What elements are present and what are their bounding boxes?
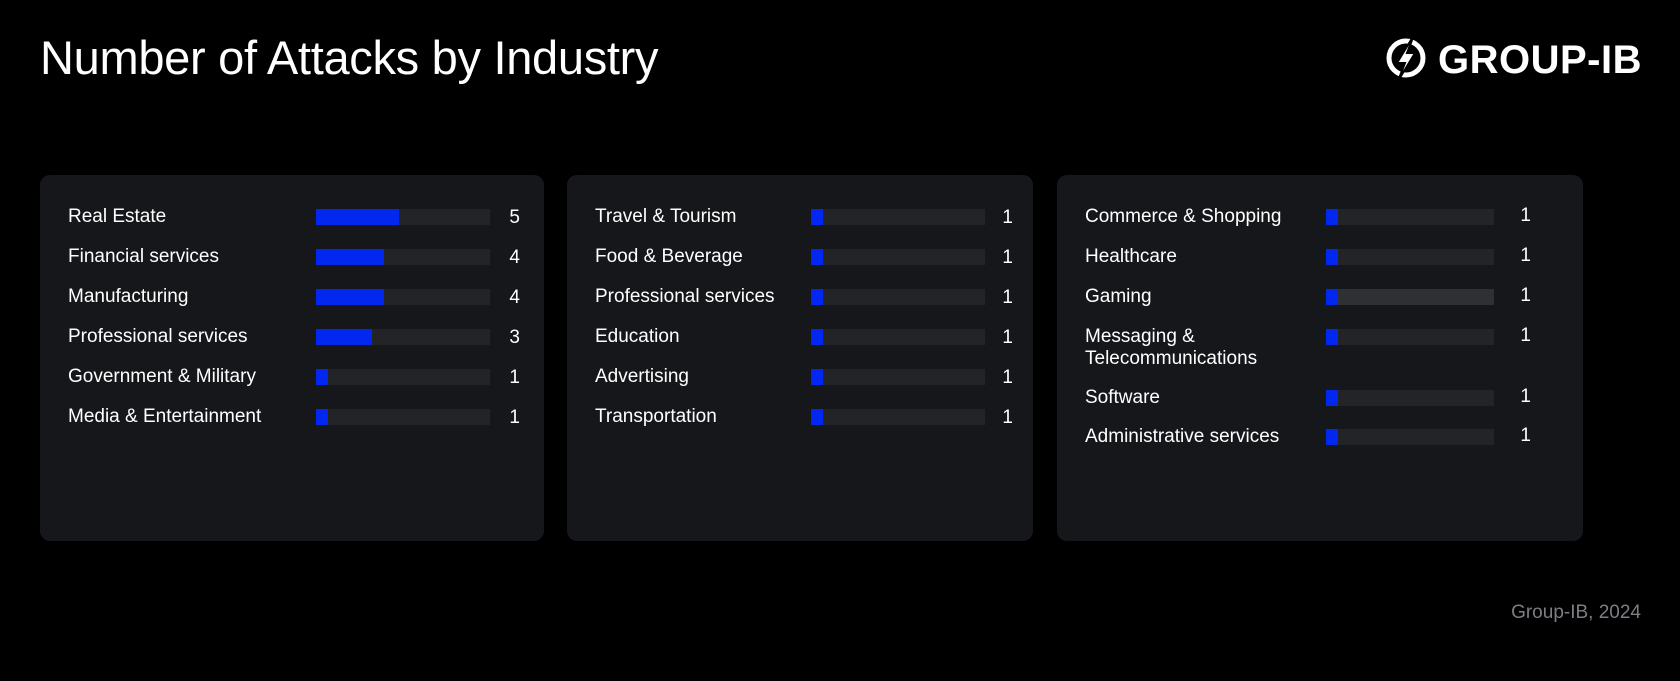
bar-value: 4 [509,247,520,268]
bar-row: Manufacturing 4 [40,286,544,310]
bar-label: Food & Beverage [595,246,743,267]
bar-track [316,409,490,425]
bar-track [1326,289,1494,305]
bar-label: Commerce & Shopping [1085,206,1282,227]
bar-track [811,369,985,385]
bar-row: Transportation 1 [567,406,1033,430]
bar-label: Gaming [1085,286,1152,307]
bar-label: Education [595,326,680,347]
bar-track [316,289,490,305]
bar-label: Transportation [595,406,717,427]
group-ib-logo-icon [1384,33,1428,88]
bar-track [1326,249,1494,265]
bar-fill [811,409,823,425]
bar-row: Food & Beverage 1 [567,246,1033,270]
bar-row: Travel & Tourism 1 [567,206,1033,230]
bar-fill [811,289,823,305]
bar-fill [1326,429,1338,445]
bar-label: Administrative services [1085,426,1280,447]
bar-track [316,209,490,225]
bar-fill [811,329,823,345]
bar-row: Financial services 4 [40,246,544,270]
bar-row: Professional services 1 [567,286,1033,310]
bar-value: 1 [1002,287,1013,308]
bar-value: 1 [1002,367,1013,388]
bar-track [316,249,490,265]
bar-label: Healthcare [1085,246,1177,267]
bar-row: Gaming 1 [1057,285,1583,310]
bar-row: Advertising 1 [567,366,1033,390]
bar-label: Software [1085,387,1160,408]
bar-row: Healthcare 1 [1057,245,1583,270]
bar-value: 1 [1520,285,1531,306]
logo-text: GROUP-IB [1438,37,1642,82]
bar-fill [1326,209,1338,225]
group-ib-logo: GROUP-IB [1384,33,1642,87]
bar-row: Real Estate 5 [40,206,544,230]
bar-value: 1 [1520,245,1531,266]
page-title: Number of Attacks by Industry [40,31,659,84]
bar-fill [316,409,328,425]
bar-fill [316,329,372,345]
bar-value: 1 [1520,386,1531,407]
bar-value: 1 [1002,407,1013,428]
bar-fill [811,249,823,265]
bar-value: 1 [1520,325,1531,346]
bar-label: Advertising [595,366,689,387]
bar-track [316,369,490,385]
source-note: Group-IB, 2024 [1511,602,1641,623]
bar-fill [1326,249,1338,265]
bar-track [1326,329,1494,345]
bar-label: Government & Military [68,366,256,387]
bar-value: 1 [1002,247,1013,268]
bar-label: Manufacturing [68,286,189,307]
bar-label: Travel & Tourism [595,206,737,227]
industry-panel-3: Commerce & Shopping 1 Healthcare 1 Gamin… [1057,175,1583,541]
bar-value: 1 [1002,207,1013,228]
bar-row: Media & Entertainment 1 [40,406,544,430]
bar-fill [1326,390,1338,406]
bar-track [811,289,985,305]
bar-label: Media & Entertainment [68,406,262,427]
bar-fill [316,369,328,385]
bar-value: 1 [509,407,520,428]
bar-fill [811,369,823,385]
bar-value: 1 [1002,327,1013,348]
bar-value: 4 [509,287,520,308]
bar-row: Professional services 3 [40,326,544,350]
bar-fill [316,289,384,305]
bar-track [316,329,490,345]
bar-value: 5 [509,207,520,228]
bar-track [811,209,985,225]
bar-value: 3 [509,327,520,348]
industry-panel-2: Travel & Tourism 1 Food & Beverage 1 Pro… [567,175,1033,541]
industry-panel-1: Real Estate 5 Financial services 4 Manuf… [40,175,544,541]
bar-label: Messaging & Telecommunications [1085,326,1258,369]
bar-row: Government & Military 1 [40,366,544,390]
bar-fill [316,209,399,225]
bar-track [1326,429,1494,445]
bar-label: Professional services [595,286,775,307]
bar-label: Real Estate [68,206,167,227]
bar-label: Financial services [68,246,219,267]
bar-value: 1 [1520,205,1531,226]
bar-track [1326,209,1494,225]
bar-row: Education 1 [567,326,1033,350]
bar-row: Administrative services 1 [1057,425,1583,450]
bar-track [811,329,985,345]
bar-row: Commerce & Shopping 1 [1057,205,1583,230]
bar-fill [811,209,823,225]
bar-label: Professional services [68,326,248,347]
bar-track [811,409,985,425]
bar-track [1326,390,1494,406]
bar-row: Software 1 [1057,386,1583,411]
bar-value: 1 [509,367,520,388]
bar-fill [1326,289,1338,305]
bar-fill [316,249,384,265]
bar-row: Messaging & Telecommunications 1 [1057,325,1583,370]
bar-value: 1 [1520,425,1531,446]
bar-fill [1326,329,1338,345]
bar-track [811,249,985,265]
